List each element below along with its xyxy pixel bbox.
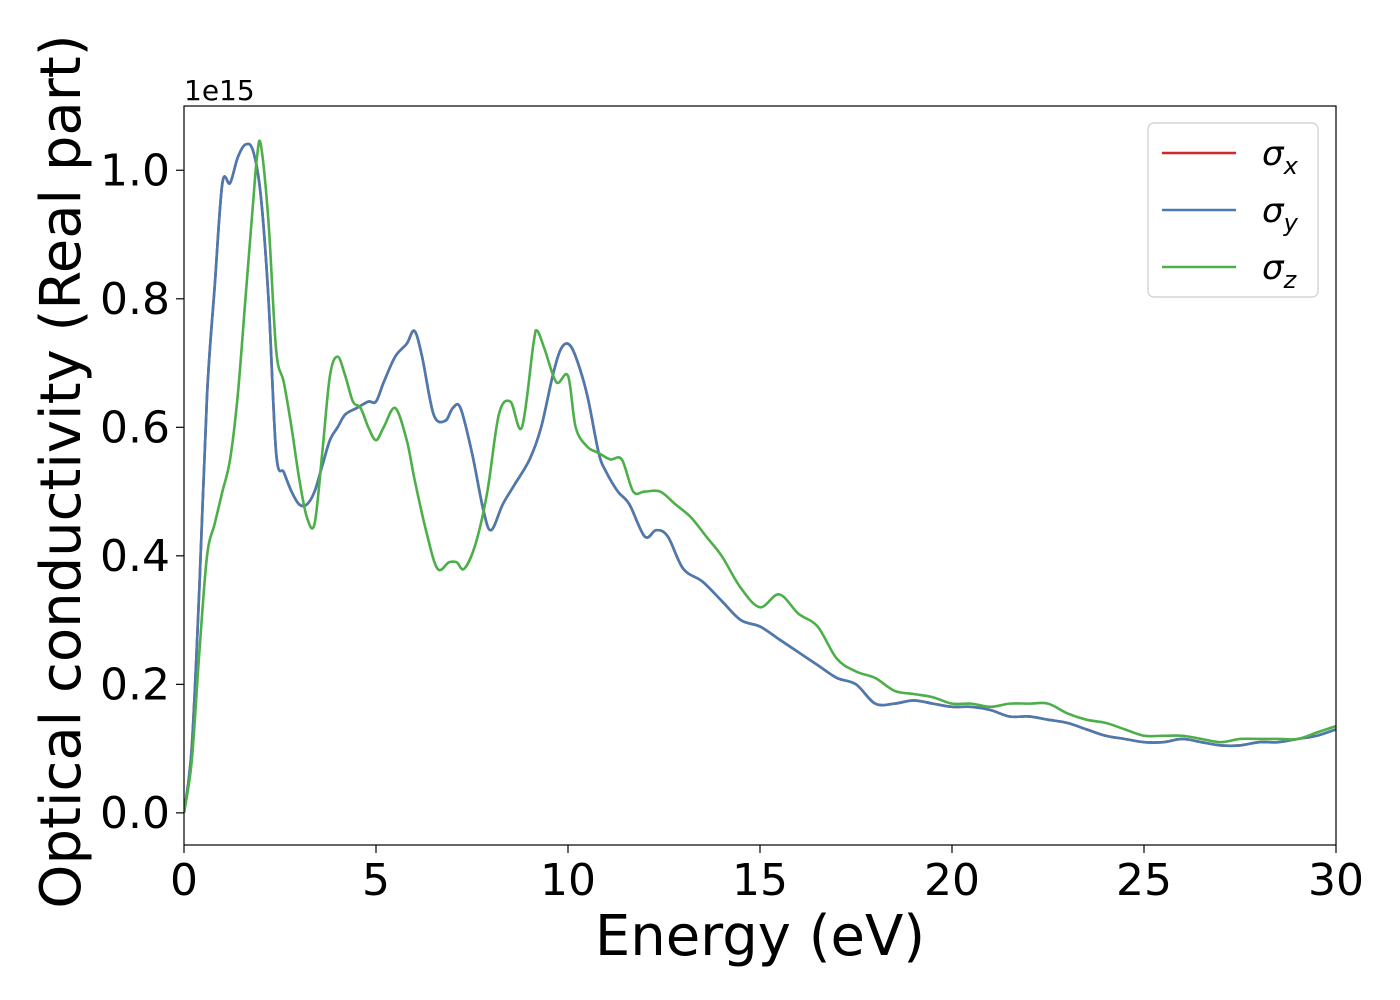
- x-tick-label: 10: [540, 855, 596, 906]
- y-tick-label: 0.6: [100, 402, 170, 453]
- x-axis-ticks: 0 5 10 15 20 25 30: [170, 845, 1364, 906]
- y-axis-ticks: 0.0 0.2 0.4 0.6 0.8 1.0: [100, 145, 184, 839]
- x-tick-label: 5: [362, 855, 390, 906]
- x-axis-label: Energy (eV): [595, 904, 925, 969]
- x-tick-label: 15: [732, 855, 788, 906]
- y-tick-label: 0.2: [100, 659, 170, 710]
- legend-symbol: σ: [1262, 134, 1285, 174]
- y-axis-offset-label: 1e15: [184, 74, 255, 107]
- y-tick-label: 0.0: [100, 788, 170, 839]
- legend-subscript: y: [1283, 209, 1299, 237]
- legend-symbol: σ: [1262, 191, 1285, 231]
- x-tick-label: 30: [1308, 855, 1364, 906]
- legend-entry-y: σy: [1262, 191, 1299, 237]
- x-tick-label: 0: [170, 855, 198, 906]
- legend-subscript: x: [1283, 152, 1299, 180]
- y-tick-label: 0.4: [100, 531, 170, 582]
- x-tick-label: 25: [1116, 855, 1172, 906]
- x-tick-label: 20: [924, 855, 980, 906]
- y-axis-label: Optical conductivity (Real part): [29, 34, 94, 908]
- y-tick-label: 1.0: [100, 145, 170, 196]
- y-tick-label: 0.8: [100, 274, 170, 325]
- series-line-y: [184, 142, 1336, 814]
- series-line-z: [184, 139, 1336, 814]
- legend-entry-x: σx: [1262, 134, 1299, 180]
- series-layer: [184, 139, 1336, 814]
- legend-subscript: z: [1283, 266, 1298, 294]
- legend-entry-z: σz: [1262, 248, 1298, 294]
- legend-symbol: σ: [1262, 248, 1285, 288]
